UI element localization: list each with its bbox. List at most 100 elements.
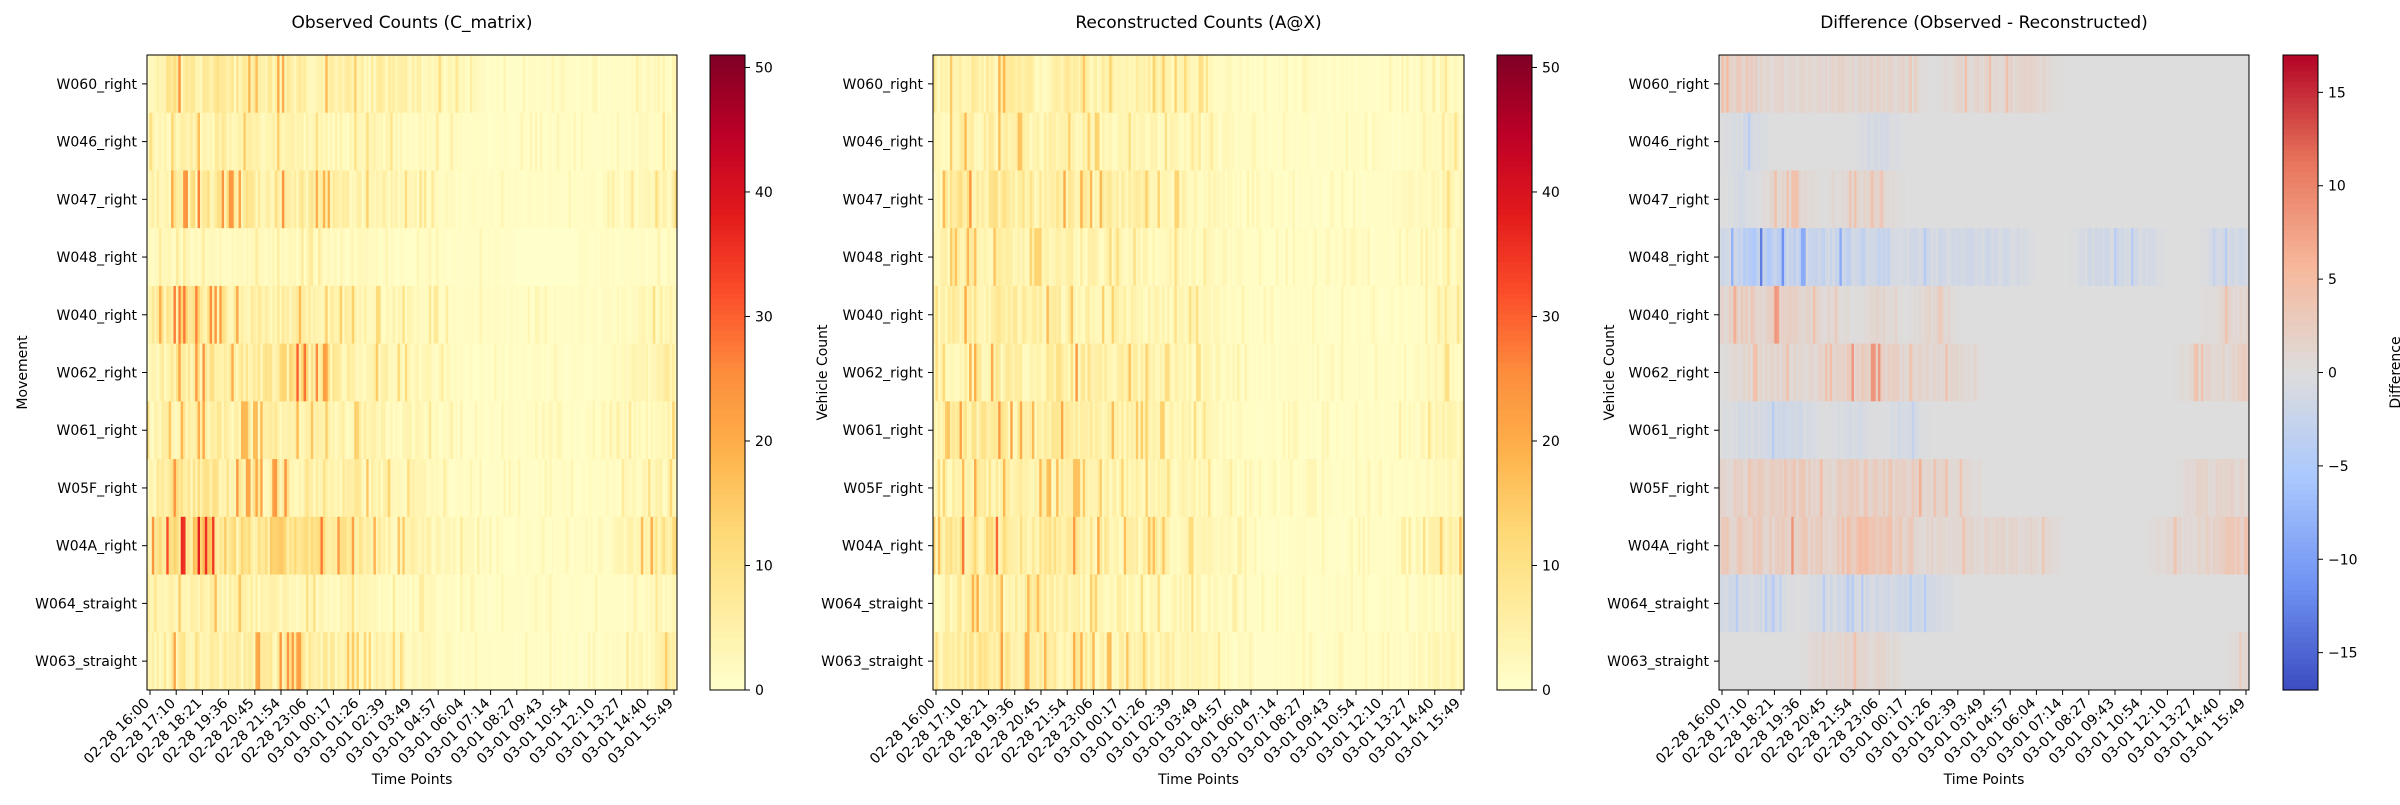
- heatmap-cell: [525, 575, 528, 633]
- heatmap-cell: [345, 113, 348, 171]
- heatmap-cell: [667, 170, 670, 228]
- heatmap-cell: [508, 113, 511, 171]
- heatmap-cell: [1247, 286, 1250, 344]
- heatmap-cell: [157, 401, 160, 459]
- heatmap-cell: [414, 113, 417, 171]
- heatmap-cell: [612, 459, 615, 517]
- heatmap-cell: [504, 170, 507, 228]
- heatmap-cell: [178, 517, 181, 575]
- heatmap-cell: [1039, 517, 1042, 575]
- heatmap-cell: [1034, 575, 1037, 633]
- heatmap-cell: [479, 170, 482, 228]
- heatmap-cell: [576, 344, 579, 402]
- heatmap-cell: [308, 113, 311, 171]
- heatmap-cell: [1013, 575, 1016, 633]
- heatmap-cell: [323, 459, 326, 517]
- heatmap-cell: [1126, 113, 1129, 171]
- heatmap-cell: [429, 632, 432, 690]
- heatmap-cell: [1092, 401, 1095, 459]
- heatmap-cell: [1102, 228, 1105, 286]
- heatmap-cell: [1196, 575, 1199, 633]
- heatmap-cell: [535, 228, 538, 286]
- heatmap-cell: [1167, 459, 1170, 517]
- heatmap-cell: [1208, 459, 1211, 517]
- heatmap-cell: [1095, 401, 1098, 459]
- heatmap-cell: [1165, 228, 1168, 286]
- heatmap-cell: [1457, 344, 1460, 402]
- heatmap-cell: [210, 401, 213, 459]
- heatmap-cell: [1387, 401, 1390, 459]
- heatmap-cell: [335, 286, 338, 344]
- heatmap-cell: [1191, 228, 1194, 286]
- heatmap-cell: [1153, 401, 1156, 459]
- heatmap-cell: [969, 344, 972, 402]
- heatmap-cell: [157, 170, 160, 228]
- heatmap-cell: [436, 517, 439, 575]
- heatmap-cell: [1177, 228, 1180, 286]
- heatmap-cell: [1370, 170, 1373, 228]
- heatmap-cell: [1382, 286, 1385, 344]
- heatmap-cell: [414, 459, 417, 517]
- heatmap-cell: [1037, 517, 1040, 575]
- heatmap-cell: [1167, 632, 1170, 690]
- heatmap-cell: [328, 228, 331, 286]
- heatmap-cell: [1242, 459, 1245, 517]
- heatmap-cell: [1384, 575, 1387, 633]
- heatmap-cell: [318, 286, 321, 344]
- heatmap-cell: [308, 286, 311, 344]
- heatmap-cell: [1022, 170, 1025, 228]
- heatmap-cell: [1334, 459, 1337, 517]
- heatmap-cell: [479, 459, 482, 517]
- heatmap-cell: [277, 575, 280, 633]
- heatmap-cell: [323, 55, 326, 113]
- heatmap-cell: [499, 55, 502, 113]
- heatmap-cell: [412, 517, 415, 575]
- heatmap-cell: [272, 286, 275, 344]
- heatmap-cell: [598, 517, 601, 575]
- heatmap-cell: [388, 286, 391, 344]
- heatmap-cell: [1278, 575, 1281, 633]
- heatmap-cell: [289, 286, 292, 344]
- heatmap-cell: [972, 401, 975, 459]
- heatmap-cell: [1124, 113, 1127, 171]
- heatmap-cell: [1454, 113, 1457, 171]
- heatmap-cell: [1054, 55, 1057, 113]
- heatmap-cell: [1049, 575, 1052, 633]
- heatmap-cell: [1116, 517, 1119, 575]
- heatmap-cell: [549, 632, 552, 690]
- heatmap-cell: [952, 286, 955, 344]
- heatmap-cell: [1440, 575, 1443, 633]
- heatmap-cell: [390, 286, 393, 344]
- heatmap-cell: [969, 55, 972, 113]
- heatmap-cell: [487, 55, 490, 113]
- heatmap-cell: [631, 459, 634, 517]
- heatmap-cell: [1322, 401, 1325, 459]
- heatmap-cell: [1413, 170, 1416, 228]
- heatmap-cell: [1114, 401, 1117, 459]
- heatmap-cell: [496, 113, 499, 171]
- heatmap-cell: [439, 55, 442, 113]
- heatmap-cell: [460, 517, 463, 575]
- heatmap-cell: [996, 55, 999, 113]
- heatmap-cell: [149, 575, 152, 633]
- heatmap-cell: [463, 286, 466, 344]
- heatmap-cell: [190, 575, 193, 633]
- heatmap-cell: [1182, 113, 1185, 171]
- heatmap-cell: [152, 286, 155, 344]
- heatmap-cell: [154, 55, 157, 113]
- heatmap-cell: [1437, 113, 1440, 171]
- heatmap-cell: [263, 575, 266, 633]
- heatmap-cell: [1005, 170, 1008, 228]
- heatmap-cell: [559, 170, 562, 228]
- heatmap-cell: [962, 170, 965, 228]
- heatmap-cell: [1244, 632, 1247, 690]
- heatmap-cell: [169, 401, 172, 459]
- heatmap-cell: [1314, 632, 1317, 690]
- heatmap-cell: [583, 286, 586, 344]
- heatmap-cell: [407, 55, 410, 113]
- heatmap-cell: [590, 344, 593, 402]
- heatmap-cell: [998, 55, 1001, 113]
- heatmap-cell: [636, 517, 639, 575]
- heatmap-cell: [1208, 517, 1211, 575]
- heatmap-cell: [381, 55, 384, 113]
